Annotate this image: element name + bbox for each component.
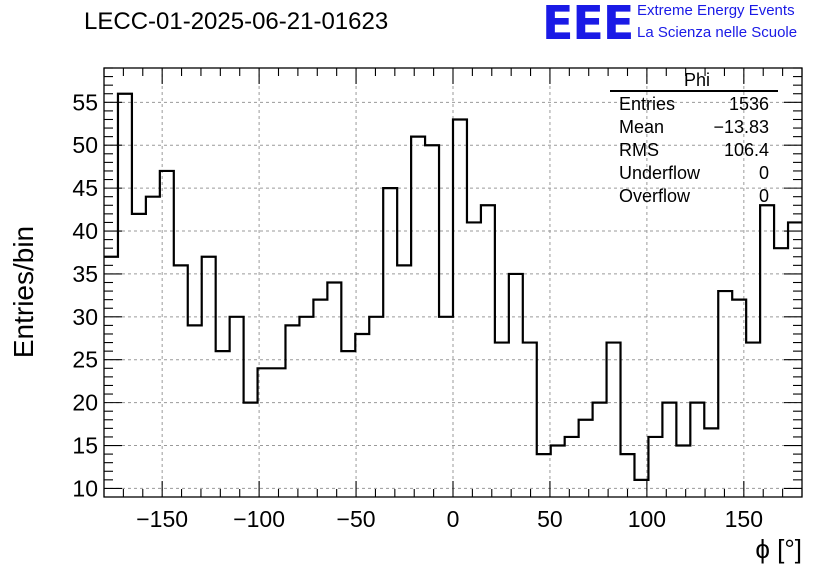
x-tick-label: 50 — [537, 506, 563, 532]
stats-label: RMS — [619, 140, 659, 160]
y-tick-label: 50 — [72, 132, 98, 158]
x-tick-label: 150 — [725, 506, 763, 532]
x-tick-label: −50 — [337, 506, 376, 532]
y-tick-label: 40 — [72, 218, 98, 244]
stats-box: Phi Entries 1536 Mean −13.83 RMS 106.4 Underflo… — [610, 70, 778, 206]
histogram-step-path — [104, 92, 802, 481]
chart-title: LECC-01-2025-06-21-01623 — [84, 8, 389, 35]
stats-value: 1536 — [729, 94, 769, 114]
stats-value: 0 — [759, 163, 769, 183]
y-tick-label: 20 — [72, 390, 98, 416]
stats-value: 106.4 — [724, 140, 769, 160]
x-axis-label: ϕ [°] — [755, 534, 802, 564]
stats-value: 0 — [759, 186, 769, 206]
stats-label: Overflow — [619, 186, 691, 206]
stats-value: −13.83 — [713, 117, 769, 137]
stats-label: Entries — [619, 94, 675, 114]
stats-label: Underflow — [619, 163, 701, 183]
y-tick-label: 25 — [72, 347, 98, 373]
stats-box-title: Phi — [684, 70, 710, 90]
x-tick-label: 100 — [628, 506, 666, 532]
y-axis-label: Entries/bin — [8, 225, 39, 359]
stats-label: Mean — [619, 117, 664, 137]
y-tick-label: 10 — [72, 475, 98, 501]
y-tick-label: 30 — [72, 304, 98, 330]
y-tick-label: 15 — [72, 433, 98, 459]
x-tick-label: −100 — [233, 506, 285, 532]
axis-ticks — [103, 67, 803, 497]
y-tick-label: 45 — [72, 175, 98, 201]
logo-line-2: La Scienza nelle Scuole — [637, 24, 798, 41]
histogram-line — [104, 92, 802, 481]
tick-labels: −150 −100 −50 0 50 100 150 10 15 20 25 30 35 40 45 50 55 — [72, 89, 763, 532]
y-tick-label: 55 — [72, 89, 98, 115]
y-tick-label: 35 — [72, 261, 98, 287]
eee-logo: EEE — [542, 0, 634, 50]
x-tick-label: 0 — [447, 506, 460, 532]
logo-line-1: Extreme Energy Events — [637, 2, 795, 19]
x-tick-label: −150 — [136, 506, 188, 532]
